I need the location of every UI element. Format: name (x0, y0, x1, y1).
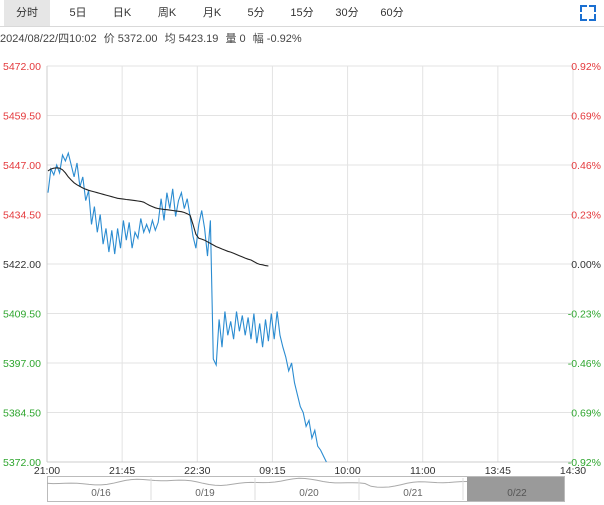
y-right-tick-label: -0.92% (568, 457, 601, 469)
price-line (47, 151, 327, 463)
intraday-chart[interactable]: 5472.00 5459.50 5447.00 5434.50 5422.00 5409.… (0, 0, 604, 476)
navigator-overview-line (47, 477, 468, 488)
tab-4[interactable]: 月K (202, 7, 222, 19)
tab-6[interactable]: 15分 (290, 7, 314, 19)
navigator-date-label: 0/21 (403, 488, 423, 499)
quote-info-bar: 2024/08/22/四10:02 价 5372.00 均 5423.19 量 … (0, 32, 306, 46)
y-tick-label: 5472.00 (3, 61, 41, 73)
x-tick-label: 10:00 (334, 465, 360, 476)
y-right-tick-label: -0.46% (568, 358, 601, 370)
y-tick-label: 5397.00 (3, 358, 41, 370)
y-tick-label: 5434.50 (3, 210, 41, 222)
navigator-date-label: 0/19 (195, 488, 215, 499)
quote-datetime: 2024/08/22/四10:02 (0, 33, 97, 45)
period-tab-bar: 分时 5日 日K 周K 月K 5分 15分 30分 60分 (0, 0, 604, 27)
tab-5[interactable]: 5分 (247, 7, 265, 19)
fullscreen-expand-icon[interactable] (580, 5, 596, 21)
quote-volume: 量 0 (225, 33, 246, 45)
y-right-tick-label: 0.92% (571, 61, 601, 73)
navigator-selected-range[interactable] (467, 477, 564, 501)
x-tick-label: 21:45 (109, 465, 135, 476)
average-price-line (47, 167, 269, 267)
quote-change: 幅 -0.92% (252, 33, 302, 45)
quote-price: 价 5372.00 (103, 33, 158, 45)
x-tick-label: 14:30 (560, 465, 586, 476)
y-right-tick-label: 0.69% (571, 111, 601, 123)
navigator-date-label: 0/20 (299, 488, 319, 499)
time-range-navigator[interactable]: 0/16 0/19 0/20 0/21 0/22 (47, 476, 565, 503)
y-right-tick-label: -0.23% (568, 309, 601, 321)
y-tick-label: 5422.00 (3, 259, 41, 271)
y-right-tick-label: 0.23% (571, 210, 601, 222)
quote-average: 均 5423.19 (164, 33, 219, 45)
tab-1[interactable]: 5日 (69, 7, 87, 19)
tab-7[interactable]: 30分 (335, 7, 359, 19)
navigator-date-label: 0/22 (507, 488, 527, 499)
y-right-tick-label: 0.00% (571, 259, 601, 271)
y-tick-label: 5384.50 (3, 408, 41, 420)
x-tick-label: 21:00 (34, 465, 60, 476)
x-tick-label: 22:30 (184, 465, 210, 476)
y-tick-label: 5459.50 (3, 111, 41, 123)
y-right-tick-label: 0.69% (571, 408, 601, 420)
tab-2[interactable]: 日K (112, 7, 132, 19)
tab-8[interactable]: 60分 (380, 7, 404, 19)
y-right-tick-label: 0.46% (571, 160, 601, 172)
tab-3[interactable]: 周K (157, 7, 177, 19)
y-tick-label: 5409.50 (3, 309, 41, 321)
y-tick-label: 5372.00 (3, 457, 41, 469)
x-tick-label: 11:00 (410, 465, 436, 476)
x-tick-label: 09:15 (259, 465, 285, 476)
tab-0[interactable]: 分时 (4, 0, 50, 26)
x-tick-label: 13:45 (485, 465, 511, 476)
navigator-date-label: 0/16 (91, 488, 111, 499)
y-tick-label: 5447.00 (3, 160, 41, 172)
